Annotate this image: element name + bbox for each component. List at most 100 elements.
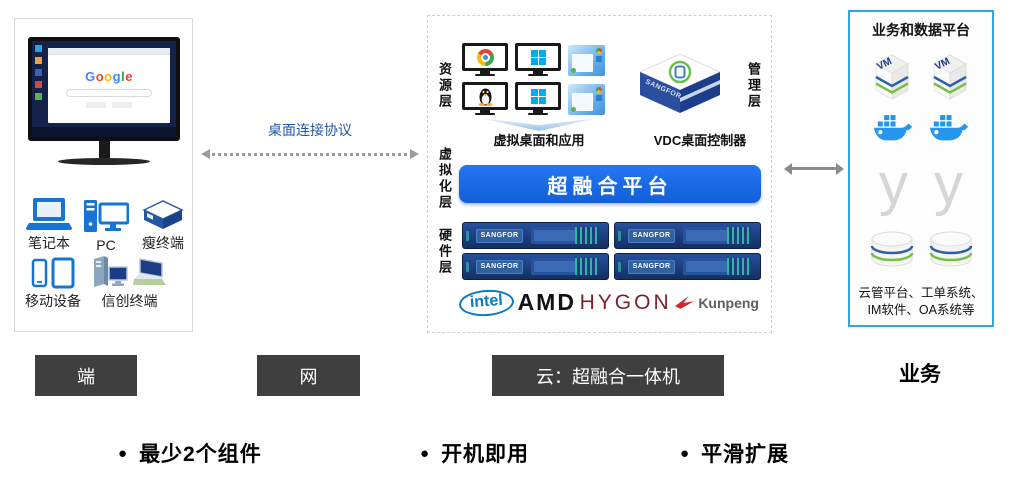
- dotted-double-arrow: [201, 149, 419, 159]
- linux-desktop-icon: [462, 82, 508, 116]
- mobile-devices-icon: [31, 257, 75, 289]
- server-brand: SANGFOR: [628, 260, 675, 274]
- stage-label-business: 业务: [899, 363, 941, 386]
- feature-bullet: ● 平滑扩展: [680, 438, 789, 468]
- windows-desktop-icon: [515, 82, 561, 116]
- vm-row: VM VM: [850, 52, 992, 100]
- windows-icon: [530, 88, 546, 104]
- amd-logo: AMD: [517, 289, 576, 315]
- search-button: [86, 102, 106, 108]
- cpu-vendor-row: intel AMD HYGON Kunpeng: [458, 287, 759, 318]
- server-drive-slots: [575, 258, 599, 275]
- device-thin-client: 瘦终端: [139, 198, 187, 253]
- database-icon: [870, 231, 913, 267]
- endpoint-panel: Google 笔记本: [14, 18, 193, 332]
- server-node: SANGFOR: [462, 222, 609, 249]
- stage-label-cloud: 云：超融合一体机: [492, 355, 724, 396]
- feature-bullet: ● 最少2个组件: [118, 438, 262, 468]
- desktop-pc-icon: [84, 200, 129, 232]
- bullet-icon: ●: [420, 444, 430, 462]
- monitor-neck: [98, 141, 110, 158]
- hci-platform-bar: 超融合平台: [459, 165, 761, 203]
- kunpeng-logo: Kunpeng: [675, 295, 759, 311]
- desktop-icons-strip: [35, 45, 42, 125]
- server-brand: SANGFOR: [628, 229, 675, 243]
- desktop-protocol-label: 桌面连接协议: [268, 122, 352, 138]
- kunpeng-logo-text: Kunpeng: [698, 294, 759, 311]
- layer-label-resource: 资源层: [437, 62, 452, 110]
- server-node: SANGFOR: [614, 253, 761, 280]
- server-panel: [531, 227, 581, 244]
- business-apps-text: 云管平台、工单系统、 IM软件、OA系统等: [854, 285, 988, 319]
- stage-label-network: 网: [257, 355, 360, 396]
- hygon-logo: HYGON: [579, 290, 672, 314]
- vm-box-icon: VM: [932, 54, 968, 100]
- database-icon: [929, 231, 972, 267]
- server-panel: [531, 258, 581, 275]
- server-drive-slots: [727, 258, 751, 275]
- device-label: 瘦终端: [142, 235, 184, 251]
- device-label: 笔记本: [28, 235, 70, 251]
- feature-bullet: ● 开机即用: [420, 438, 529, 468]
- desktop-monitor-illustration: Google: [28, 37, 180, 165]
- solid-double-arrow: [784, 162, 844, 175]
- bullet-icon: ●: [680, 444, 690, 462]
- bullet-label: 最少2个组件: [139, 443, 262, 466]
- device-label: 移动设备: [25, 293, 81, 309]
- device-row-2: 移动设备: [25, 255, 186, 311]
- laptop-icon: [26, 198, 72, 230]
- stage-label-terminal: 端: [35, 355, 137, 396]
- business-panel: 业务和数据平台 VM VM: [848, 10, 994, 327]
- bullet-icon: ●: [118, 444, 128, 462]
- device-label: PC: [96, 237, 116, 253]
- business-apps-line1: 云管平台、工单系统、: [858, 286, 984, 300]
- monitor-base: [58, 158, 150, 165]
- docker-icon: [874, 115, 912, 141]
- cloud-panel: 资源层 虚拟化层 硬件层 管理层: [427, 15, 772, 333]
- server-drive-slots: [727, 227, 751, 244]
- vdc-controller-caption: VDC桌面控制器: [653, 133, 747, 148]
- database-row: [850, 230, 992, 270]
- kunpeng-swoosh-icon: [675, 296, 695, 309]
- linux-tux-icon: [478, 88, 492, 106]
- layer-label-management: 管理层: [746, 62, 761, 110]
- chrome-icon: [476, 48, 494, 66]
- virtual-desktop-caption: 虚拟桌面和应用: [493, 133, 585, 148]
- browser-window: Google: [48, 48, 170, 123]
- xinchuang-laptop-icon: [133, 258, 166, 285]
- desktop-thumbnail-icon: [568, 44, 605, 76]
- docker-icon: [930, 115, 968, 141]
- desktop-thumbnail-icon: [568, 83, 605, 115]
- browser-tab-bar: [48, 48, 170, 55]
- layer-label-hardware: 硬件层: [437, 228, 452, 276]
- taskbar: [32, 127, 176, 137]
- windows-desktop-icon: [515, 43, 561, 77]
- vdc-controller-icon: SANGFOR: [638, 53, 722, 113]
- server-brand: SANGFOR: [476, 260, 523, 274]
- server-drive-slots: [575, 227, 599, 244]
- xinchuang-terminal-icon: [94, 256, 128, 287]
- device-pc: PC: [83, 199, 129, 253]
- device-mobile: 移动设备: [25, 257, 81, 311]
- server-panel: [683, 258, 733, 275]
- y-logo: y: [879, 152, 908, 217]
- intel-logo: intel: [458, 287, 515, 318]
- bullet-label: 平滑扩展: [701, 443, 790, 466]
- y-logo-row: y y: [850, 150, 992, 220]
- business-apps-line2: IM软件、OA系统等: [867, 303, 975, 317]
- vm-box-icon: VM: [874, 54, 910, 100]
- device-laptop: 笔记本: [25, 197, 73, 253]
- device-row-1: 笔记本 PC: [25, 197, 186, 253]
- docker-row: [850, 112, 992, 141]
- windows-icon: [530, 49, 546, 65]
- virtual-desktop-row-2: [462, 82, 605, 116]
- monitor-screen: Google: [28, 37, 180, 141]
- business-panel-title: 业务和数据平台: [872, 22, 970, 38]
- search-box: [66, 89, 152, 97]
- server-grid: SANGFOR SANGFOR SANGFOR SANGFOR: [462, 222, 761, 280]
- google-logo-text: Google: [85, 69, 133, 84]
- layer-label-virtualization: 虚拟化层: [437, 147, 452, 211]
- virtual-desktop-icons: [462, 43, 605, 116]
- lucky-button: [112, 102, 132, 108]
